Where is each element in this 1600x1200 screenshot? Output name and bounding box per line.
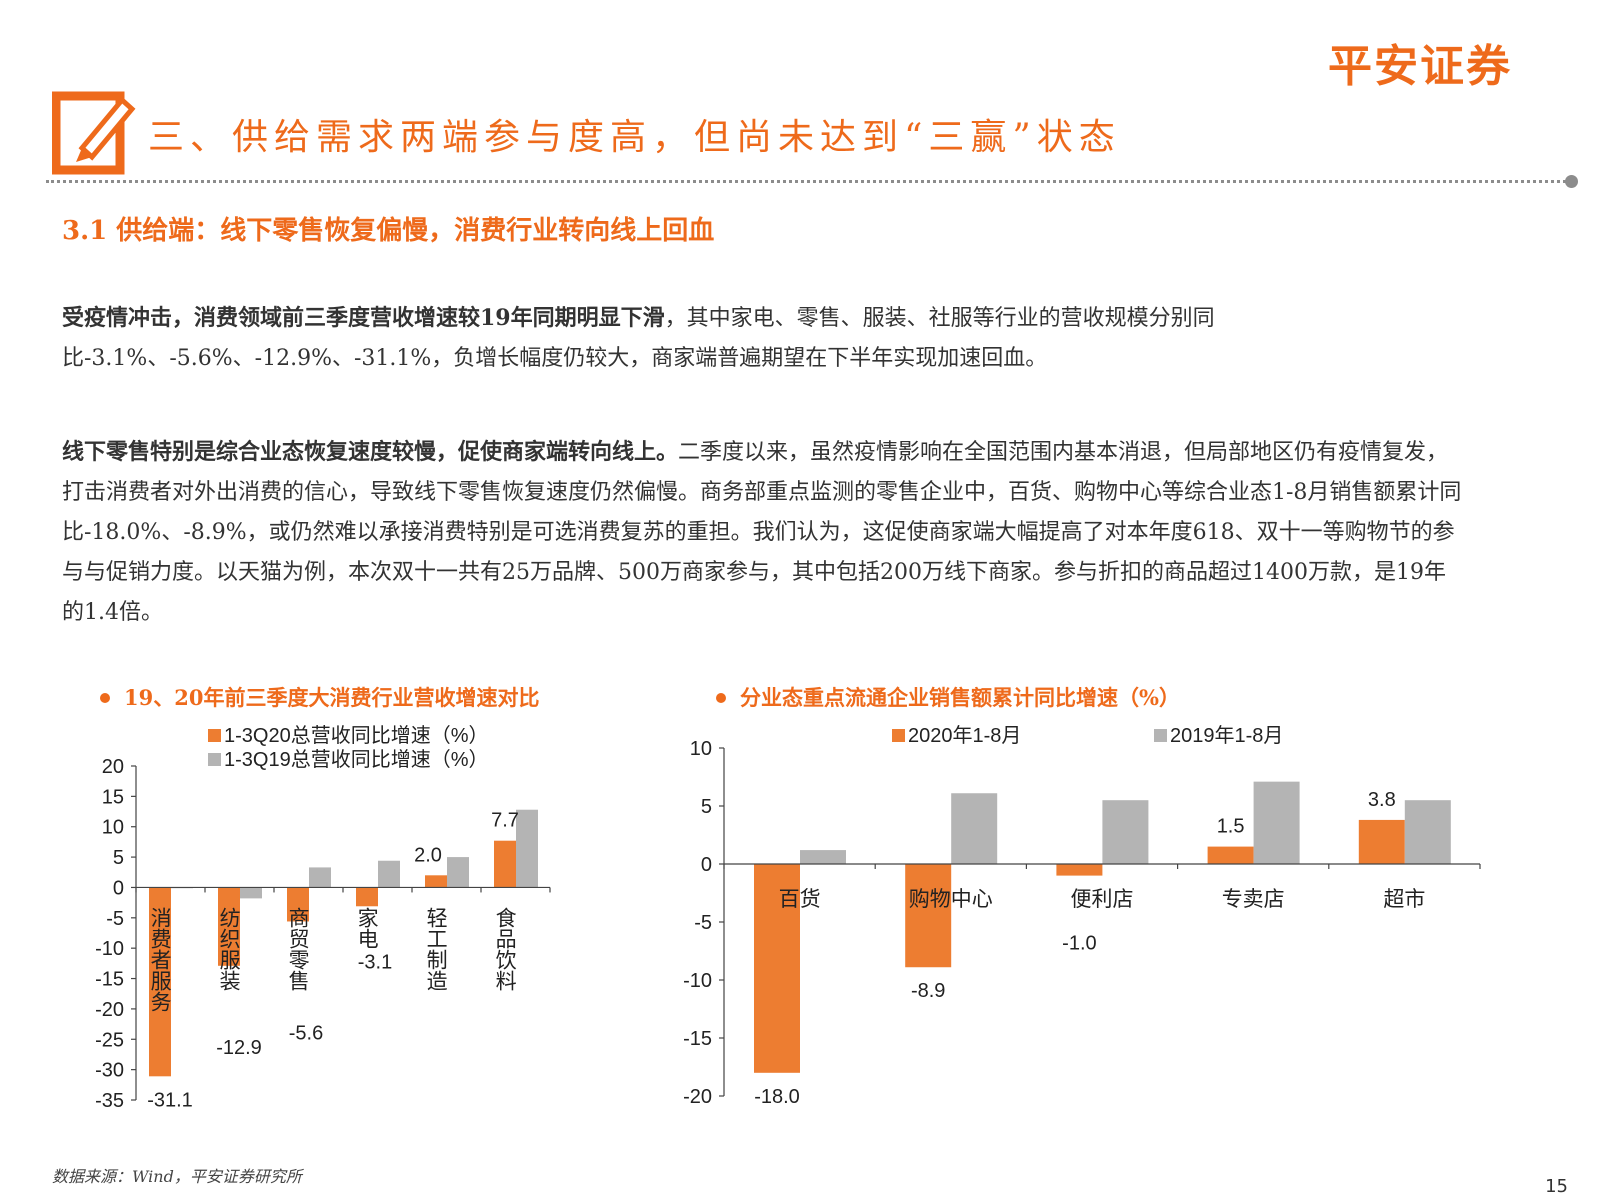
legend-swatch-0 [208,729,221,742]
x-tick-label-3: 专卖店 [1222,888,1285,911]
legend-label-0: 2020年1-8月 [908,724,1021,747]
x-tick-label-2: 商贸零售 [289,907,310,993]
legend-swatch-1 [1154,729,1167,742]
y-tick-label: -30 [95,1060,124,1082]
bar-primary-4 [425,875,447,888]
data-label-0: -31.1 [147,1089,193,1111]
y-tick-label: 5 [701,796,712,818]
x-tick-label-1: 纺织服装 [220,907,241,993]
brand-logo: 平安证券 [1328,41,1512,92]
bar-primary-3 [1207,846,1254,864]
data-label-3: -3.1 [358,951,392,973]
paragraph-1-lead: 受疫情冲击，消费领域前三季度营收增速较19年同期明显下滑 [62,305,665,331]
data-source: 数据来源：Wind，平安证券研究所 [52,1167,302,1186]
bar-secondary-2 [1102,800,1149,864]
data-label-2: -5.6 [289,1022,323,1044]
bar-primary-5 [494,840,516,888]
data-label-4: 2.0 [414,844,442,866]
bar-secondary-4 [447,857,469,888]
bar-primary-2 [1056,864,1103,876]
chart-1-title: 19、20年前三季度大消费行业营收增速对比 [100,682,539,712]
paragraph-2-body: 二季度以来，虽然疫情影响在全国范围内基本消退，但局部地区仍有疫情复发，打击消费者… [62,440,1462,625]
paragraph-2-lead: 线下零售特别是综合业态恢复速度较慢，促使商家端转向线上。 [62,439,679,465]
bar-primary-0 [754,864,800,1073]
y-tick-label: -15 [95,969,124,991]
x-tick-label-3: 家电 [358,907,379,951]
x-tick-label-0: 百货 [779,888,821,911]
y-tick-label: -5 [694,912,712,934]
page-number: 15 [1545,1176,1568,1197]
y-tick-label: -20 [683,1086,712,1108]
chart-1-title-text: 19、20年前三季度大消费行业营收增速对比 [124,685,540,710]
bar-secondary-3 [1253,781,1300,864]
data-label-2: -1.0 [1062,933,1096,955]
bar-primary-3 [356,887,378,907]
x-tick-label-2: 便利店 [1071,888,1134,911]
x-tick-label-1: 购物中心 [909,888,993,911]
paragraph-1: 受疫情冲击，消费领域前三季度营收增速较19年同期明显下滑，其中家电、零售、服装、… [62,298,1462,379]
y-tick-label: -5 [106,908,124,930]
divider-end-dot [1565,175,1578,188]
paragraph-1-body: ，其中家电、零售、服装、社服等行业的营收规模分别同比-3.1%、-5.6%、-1… [62,306,1215,371]
x-tick-label-5: 食品饮料 [496,907,517,993]
y-tick-label: -20 [95,999,124,1021]
legend-swatch-0 [892,729,905,742]
data-label-1: -8.9 [911,980,945,1002]
y-tick-label: -10 [683,970,712,992]
bar-secondary-4 [1404,800,1451,864]
bar-secondary-0 [800,850,846,864]
bar-secondary-2 [309,867,331,888]
bar-secondary-5 [516,809,538,888]
y-tick-label: 10 [690,738,712,760]
section-subtitle: 3.1 供给端：线下零售恢复偏慢，消费行业转向线上回血 [62,216,715,246]
bar-primary-2 [287,887,309,922]
chart-2-title-text: 分业态重点流通企业销售额累计同比增速（%） [740,685,1180,710]
bar-secondary-3 [378,860,400,888]
data-label-0: -18.0 [754,1086,800,1108]
bar-primary-4 [1358,819,1405,864]
y-tick-label: 5 [113,847,124,869]
bullet-icon [100,692,110,703]
bar-secondary-1 [240,887,262,899]
y-tick-label: -15 [683,1028,712,1050]
data-label-1: -12.9 [216,1037,262,1059]
edit-pencil-icon [52,91,136,175]
retail-format-sales-growth-chart: 2020年1-8月 2019年1-8月 10 5 0 -5 -10 -15 -20 -18.0 -8… [683,724,1481,1108]
data-label-4: 3.8 [1368,789,1396,811]
page-title: 三、供给需求两端参与度高，但尚未达到“三赢”状态 [148,117,1121,158]
y-tick-label: 15 [102,786,124,808]
y-tick-label: 20 [102,756,124,778]
divider [46,180,1572,183]
bar-primary-1 [218,887,240,966]
legend-label-1: 1-3Q19总营收同比增速（%） [224,748,489,771]
x-tick-label-4: 轻工制造 [427,907,448,993]
chart-2-title: 分业态重点流通企业销售额累计同比增速（%） [716,682,1180,712]
legend-label-0: 1-3Q20总营收同比增速（%） [224,724,489,747]
y-tick-label: -35 [95,1090,124,1112]
x-tick-label-4: 超市 [1383,888,1425,911]
paragraph-2: 线下零售特别是综合业态恢复速度较慢，促使商家端转向线上。二季度以来，虽然疫情影响… [62,432,1462,633]
data-label-3: 1.5 [1217,816,1245,838]
y-tick-label: 10 [102,817,124,839]
bullet-icon [716,692,726,703]
bar-primary-1 [905,864,952,968]
y-tick-label: 0 [701,854,712,876]
legend-label-1: 2019年1-8月 [1170,724,1283,747]
data-label-5: 7.7 [491,810,519,832]
y-tick-label: -10 [95,938,124,960]
y-tick-label: 0 [113,877,124,899]
bar-secondary-1 [951,793,998,864]
bar-primary-0 [149,887,171,1077]
x-tick-label-0: 消费者服务 [151,907,172,1014]
industry-revenue-growth-chart: 1-3Q20总营收同比增速（%）1-3Q19总营收同比增速（%） 20 15 10 5 0… [95,724,551,1112]
legend-swatch-1 [208,753,221,766]
y-tick-label: -25 [95,1029,124,1051]
